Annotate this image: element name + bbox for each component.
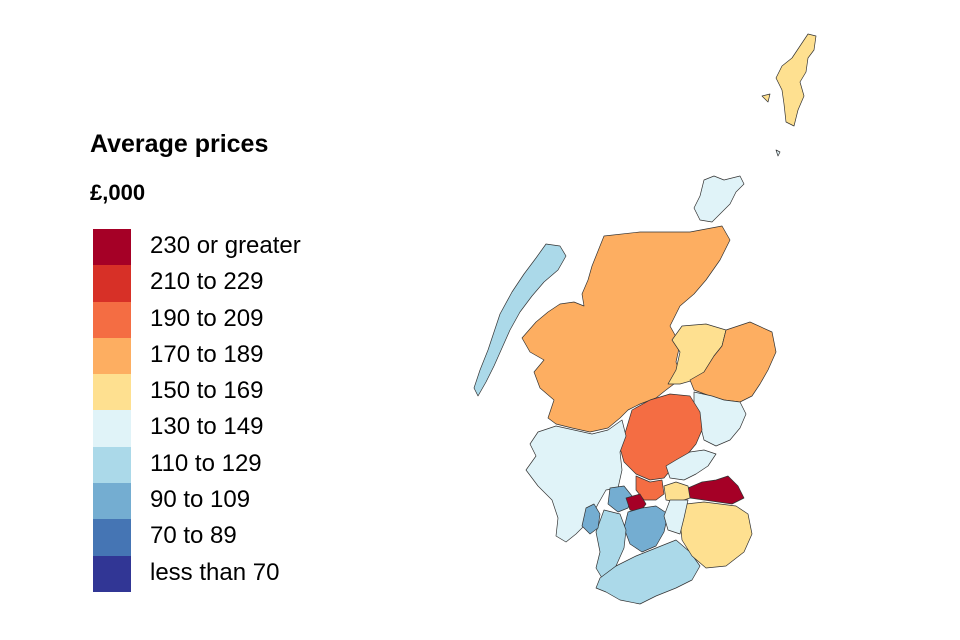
region-midlothian[interactable]	[663, 499, 689, 535]
region-stirling[interactable]	[635, 475, 665, 501]
legend-swatch	[93, 483, 131, 520]
region-west-lothian[interactable]	[663, 481, 691, 503]
legend-label: 90 to 109	[150, 486, 251, 514]
legend-swatch	[93, 337, 131, 375]
region-edinburgh[interactable]	[687, 475, 745, 505]
region-glasgow[interactable]	[607, 485, 633, 513]
legend-label: 170 to 189	[150, 340, 264, 368]
region-dumfries-galloway[interactable]	[595, 539, 701, 605]
legend-swatch	[93, 265, 131, 302]
legend-swatch	[93, 374, 131, 411]
legend-swatch	[93, 519, 131, 556]
region-fife[interactable]	[665, 449, 717, 481]
legend-swatch	[93, 229, 131, 266]
legend-label: 110 to 129	[150, 449, 262, 477]
legend-title: Average prices	[90, 130, 269, 158]
region-arran[interactable]	[581, 503, 601, 535]
region-argyll-bute[interactable]	[525, 419, 627, 543]
legend-label: less than 70	[150, 558, 280, 586]
legend-subtitle: £,000	[90, 180, 146, 205]
region-western-isles[interactable]	[473, 243, 567, 397]
legend-label: 230 or greater	[150, 232, 301, 259]
scotland-map	[473, 33, 817, 605]
region-shetland[interactable]	[761, 33, 817, 127]
legend-label: 130 to 149	[150, 413, 264, 441]
legend-swatch	[93, 555, 131, 592]
legend-label: 70 to 89	[150, 522, 237, 550]
region-lanarkshire[interactable]	[623, 505, 669, 553]
region-borders[interactable]	[679, 501, 753, 569]
region-orkney[interactable]	[693, 149, 781, 223]
legend-swatch	[93, 446, 131, 484]
legend-swatch	[93, 410, 131, 447]
legend-swatch	[93, 301, 131, 338]
legend-label: 190 to 209	[150, 304, 264, 332]
legend-label: 210 to 229	[150, 268, 264, 296]
region-highland[interactable]	[521, 225, 731, 433]
legend-label: 150 to 169	[150, 377, 264, 405]
